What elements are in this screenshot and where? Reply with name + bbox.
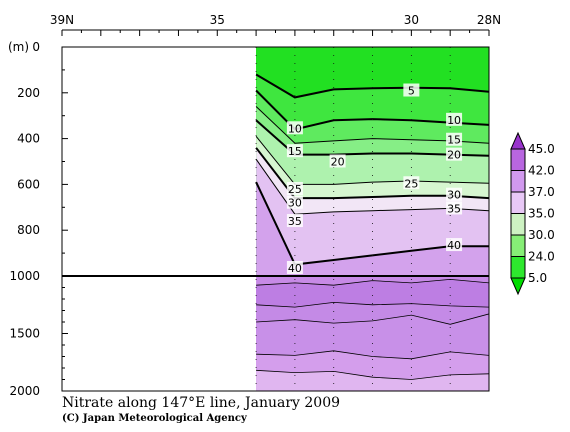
colorbar-segment <box>510 191 526 214</box>
contour-label: 10 <box>288 122 302 135</box>
contour-label-bg <box>446 132 463 146</box>
colorbar-segment <box>510 234 526 257</box>
colorbar-label: 45.0 <box>528 142 555 156</box>
deep-band-fill <box>256 350 489 380</box>
band-fill <box>256 106 489 156</box>
contour-label-bg <box>286 181 303 195</box>
band-fill <box>256 136 489 199</box>
colorbar-label: 37.0 <box>528 185 555 199</box>
y-tick-label: 0 <box>32 40 40 54</box>
contour-label: 25 <box>404 177 418 190</box>
contour-label-bg <box>446 147 463 161</box>
contour-label-bg <box>403 176 420 190</box>
contour-5 <box>255 73 489 99</box>
colorbar-segment <box>510 170 526 193</box>
contour-label-bg <box>403 83 420 97</box>
band-fill <box>256 182 489 276</box>
contour-label: 10 <box>447 114 461 127</box>
band-fill <box>256 90 489 144</box>
y-tick-label: 800 <box>17 223 40 237</box>
deep-band-fill <box>256 313 489 359</box>
x-tick-label: 28N <box>477 13 501 27</box>
deep-contour <box>256 301 489 308</box>
y-axis-label: (m) <box>8 40 29 54</box>
contour-label: 20 <box>447 149 461 162</box>
contour-label: 20 <box>331 156 345 169</box>
colorbar-segment <box>510 213 526 236</box>
contour-label-bg <box>286 121 303 135</box>
contour-label-bg <box>446 201 463 215</box>
contour-label-bg <box>286 214 303 228</box>
contour-label: 25 <box>288 183 302 196</box>
band-fill <box>256 120 489 185</box>
band-fill <box>256 159 489 265</box>
deep-band-fill <box>256 302 489 325</box>
contour-label-bg <box>446 112 463 126</box>
colorbar-label: 24.0 <box>528 250 555 264</box>
lower-fill-group <box>256 276 489 391</box>
x-tick-label: 35 <box>210 13 225 27</box>
contour-label: 30 <box>447 189 461 202</box>
y-tick-label: 400 <box>17 132 40 146</box>
colorbar-bottom-triangle <box>510 277 526 296</box>
contour-label: 5 <box>408 85 415 98</box>
contour-label-bg <box>286 260 303 274</box>
y-tick-label: 200 <box>17 86 40 100</box>
y-tick-label: 1500 <box>9 327 40 341</box>
x-tick-label: 30 <box>404 13 419 27</box>
contour-label-bg <box>329 154 346 168</box>
contour-label: 35 <box>447 202 461 215</box>
contour-label: 40 <box>288 262 302 275</box>
colorbar-top-triangle <box>510 131 526 150</box>
colorbar-segment <box>510 256 526 279</box>
chart-title: Nitrate along 147°E line, January 2009 <box>62 395 341 411</box>
y-tick-label: 600 <box>17 177 40 191</box>
y-tick-label: 2000 <box>9 384 40 398</box>
band-fill <box>256 147 489 215</box>
contour-label: 40 <box>447 239 461 252</box>
contour-label-bg <box>446 238 463 252</box>
contour-label: 35 <box>288 215 302 228</box>
contour-label: 30 <box>288 197 302 210</box>
contour-label: 15 <box>447 134 461 147</box>
contour-label: 15 <box>288 145 302 158</box>
contour-label-bg <box>286 144 303 158</box>
contour-label-bg <box>446 187 463 201</box>
deep-band-fill <box>256 370 489 391</box>
credit-text: (C) Japan Meteorological Agency <box>62 413 247 424</box>
colorbar-label: 5.0 <box>528 271 547 285</box>
plot-frame <box>61 46 490 392</box>
deep-contour <box>256 369 489 380</box>
colorbar-label: 35.0 <box>528 207 555 221</box>
band-fill <box>256 47 489 98</box>
x-tick-label: 39N <box>50 13 74 27</box>
colorbar-label: 42.0 <box>528 164 555 178</box>
y-tick-label: 1000 <box>9 269 40 283</box>
contour-label-bg <box>286 195 303 209</box>
colorbar-segment <box>510 148 526 171</box>
colorbar-label: 30.0 <box>528 228 555 242</box>
deep-band-fill <box>256 279 489 308</box>
